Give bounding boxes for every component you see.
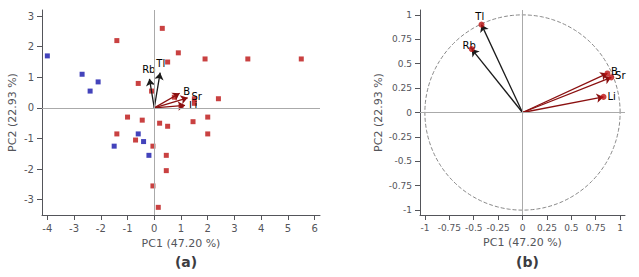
svg-text:3: 3: [231, 223, 237, 234]
svg-text:PC1 (47.20 %): PC1 (47.20 %): [483, 236, 562, 249]
svg-text:PC2 (22.93 %): PC2 (22.93 %): [372, 73, 385, 152]
svg-text:(b): (b): [516, 254, 539, 270]
svg-text:0: 0: [151, 223, 157, 234]
svg-text:B: B: [183, 86, 190, 97]
svg-text:Sr: Sr: [615, 70, 626, 81]
svg-text:-0.5: -0.5: [394, 156, 412, 166]
svg-text:1: 1: [617, 223, 623, 233]
svg-text:Rb: Rb: [463, 40, 476, 51]
svg-text:0: 0: [28, 102, 34, 113]
svg-text:PC1 (47.20 %): PC1 (47.20 %): [142, 237, 221, 250]
svg-text:1: 1: [178, 223, 184, 234]
svg-text:-4: -4: [42, 223, 52, 234]
svg-text:-1: -1: [403, 205, 412, 215]
svg-text:0.25: 0.25: [392, 83, 412, 93]
svg-text:PC2 (22.93 %): PC2 (22.93 %): [6, 73, 19, 152]
svg-text:0.75: 0.75: [392, 34, 412, 44]
svg-text:-2: -2: [96, 223, 106, 234]
svg-text:Tl: Tl: [155, 58, 165, 69]
svg-text:-2: -2: [24, 164, 34, 175]
svg-text:0: 0: [406, 108, 412, 118]
svg-text:-1: -1: [420, 223, 429, 233]
svg-text:Li: Li: [189, 99, 198, 111]
svg-text:-0.25: -0.25: [389, 132, 412, 142]
svg-text:Sr: Sr: [191, 91, 202, 103]
svg-text:2: 2: [205, 223, 211, 234]
svg-text:2: 2: [28, 41, 34, 52]
svg-text:-3: -3: [24, 194, 34, 205]
svg-text:-1: -1: [123, 223, 133, 234]
svg-text:0.5: 0.5: [564, 223, 578, 233]
svg-text:-0.75: -0.75: [389, 181, 412, 191]
svg-text:-1: -1: [24, 133, 34, 144]
svg-text:4: 4: [258, 223, 264, 234]
svg-text:Tl: Tl: [474, 11, 484, 22]
svg-text:3: 3: [28, 11, 34, 22]
svg-text:5: 5: [285, 223, 291, 234]
svg-text:6: 6: [311, 223, 317, 234]
svg-text:(a): (a): [175, 254, 197, 270]
svg-text:Rb: Rb: [142, 64, 155, 75]
svg-text:-0.75: -0.75: [438, 223, 461, 233]
svg-text:0.75: 0.75: [586, 223, 606, 233]
svg-text:0.5: 0.5: [398, 59, 412, 69]
svg-text:-0.5: -0.5: [465, 223, 483, 233]
svg-text:Li: Li: [607, 91, 615, 102]
svg-text:0.25: 0.25: [537, 223, 557, 233]
svg-text:0: 0: [520, 223, 526, 233]
svg-text:-3: -3: [69, 223, 79, 234]
svg-text:-0.25: -0.25: [486, 223, 509, 233]
svg-text:1: 1: [406, 10, 412, 20]
svg-text:1: 1: [28, 72, 34, 83]
